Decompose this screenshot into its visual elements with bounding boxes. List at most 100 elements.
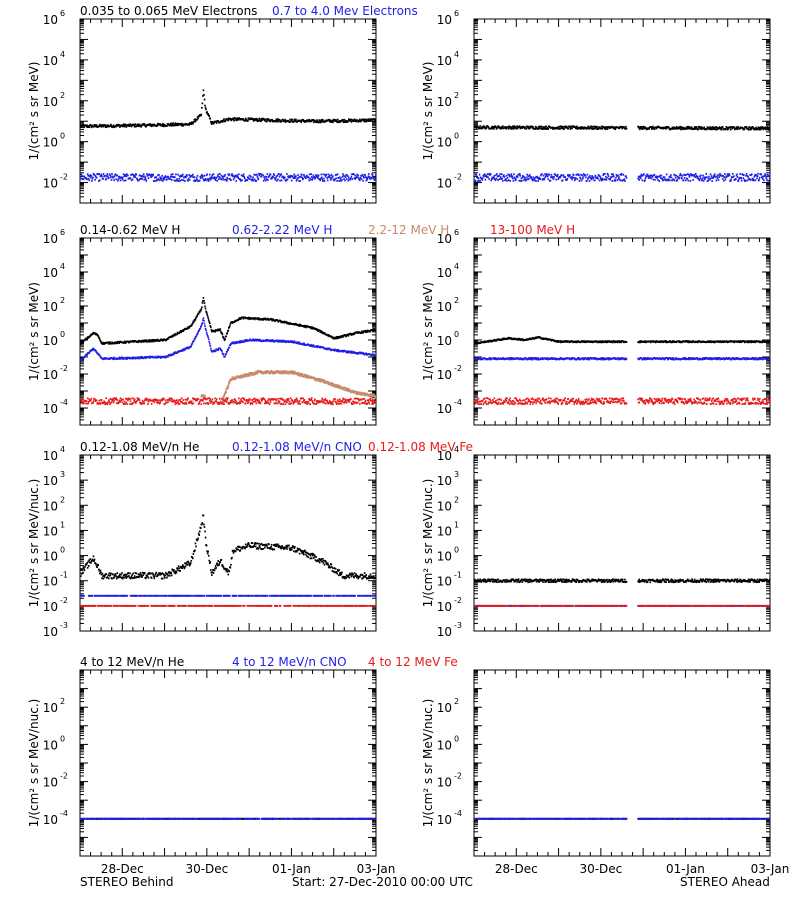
data-point [329, 383, 332, 386]
data-point [194, 319, 196, 322]
data-point [271, 118, 273, 121]
data-point [610, 176, 612, 178]
data-point [185, 401, 187, 404]
data-point [710, 177, 712, 180]
data-point [216, 179, 218, 182]
data-point [502, 125, 504, 128]
data-point [250, 175, 252, 178]
data-point [291, 399, 294, 402]
data-point [266, 371, 268, 374]
data-point [330, 178, 332, 181]
data-point [334, 174, 337, 176]
data-point [219, 328, 222, 331]
data-point [498, 178, 501, 180]
data-point [324, 175, 327, 178]
data-point [637, 175, 640, 178]
data-point [153, 180, 156, 183]
data-point [346, 388, 348, 390]
data-point [309, 326, 312, 329]
data-point [86, 397, 89, 400]
data-point [159, 355, 161, 358]
data-point [641, 179, 644, 182]
data-point [713, 173, 716, 176]
data-point [180, 400, 183, 403]
data-point [319, 179, 322, 182]
data-point [369, 118, 371, 121]
data-point [191, 402, 194, 405]
data-point [244, 402, 247, 405]
data-point [650, 174, 652, 177]
data-point [229, 325, 231, 327]
data-point [521, 176, 524, 179]
data-point [621, 127, 624, 130]
data-point [204, 397, 206, 400]
data-point [269, 173, 272, 176]
data-point [326, 333, 329, 336]
data-point [761, 127, 763, 130]
data-point [490, 179, 492, 182]
data-point [142, 122, 145, 125]
data-point [613, 175, 615, 178]
data-point [123, 341, 125, 344]
data-point [616, 175, 618, 177]
data-point [650, 177, 653, 180]
data-point [641, 175, 643, 177]
data-point [273, 398, 276, 401]
data-point [611, 175, 614, 178]
data-point [94, 332, 96, 335]
data-point [136, 178, 139, 181]
data-point [194, 338, 196, 340]
data-point [338, 180, 341, 183]
data-point [740, 179, 743, 182]
data-point [329, 177, 332, 179]
data-point [222, 119, 225, 121]
data-point [102, 178, 104, 180]
data-point [489, 174, 491, 176]
data-point [264, 370, 267, 373]
data-point [716, 177, 719, 180]
data-point [121, 401, 124, 404]
data-point [256, 119, 258, 121]
data-point [365, 118, 368, 121]
data-point [175, 179, 178, 182]
data-point [746, 179, 748, 182]
data-point [335, 349, 337, 351]
data-point [581, 177, 584, 180]
data-point [88, 336, 91, 338]
data-point [342, 349, 344, 352]
data-point [304, 121, 306, 123]
y-tick-label: 10 [43, 300, 58, 314]
data-point [355, 176, 358, 179]
data-point [208, 115, 211, 117]
data-point [553, 176, 555, 178]
data-point [337, 121, 340, 124]
data-point [141, 174, 144, 177]
data-point [116, 399, 119, 401]
data-point [342, 119, 344, 122]
data-point [344, 179, 346, 182]
data-point [136, 124, 138, 127]
data-point [710, 126, 713, 129]
y-tick-exponent: -2 [60, 173, 68, 182]
data-point [222, 396, 225, 398]
data-point [221, 175, 224, 178]
data-point [569, 126, 571, 128]
data-point [558, 125, 561, 128]
data-point [535, 126, 538, 129]
data-point [293, 341, 295, 344]
data-point [281, 398, 284, 401]
data-point [735, 126, 738, 129]
data-point [271, 340, 274, 343]
data-point [722, 175, 725, 177]
data-point [151, 340, 153, 343]
data-point [202, 299, 204, 302]
data-point [130, 125, 133, 128]
data-point [545, 128, 548, 130]
data-point [93, 348, 95, 351]
data-point [303, 373, 306, 376]
data-point [273, 177, 276, 180]
data-point [661, 178, 664, 180]
data-point [162, 178, 165, 181]
data-point [206, 178, 209, 181]
data-point [674, 176, 677, 179]
